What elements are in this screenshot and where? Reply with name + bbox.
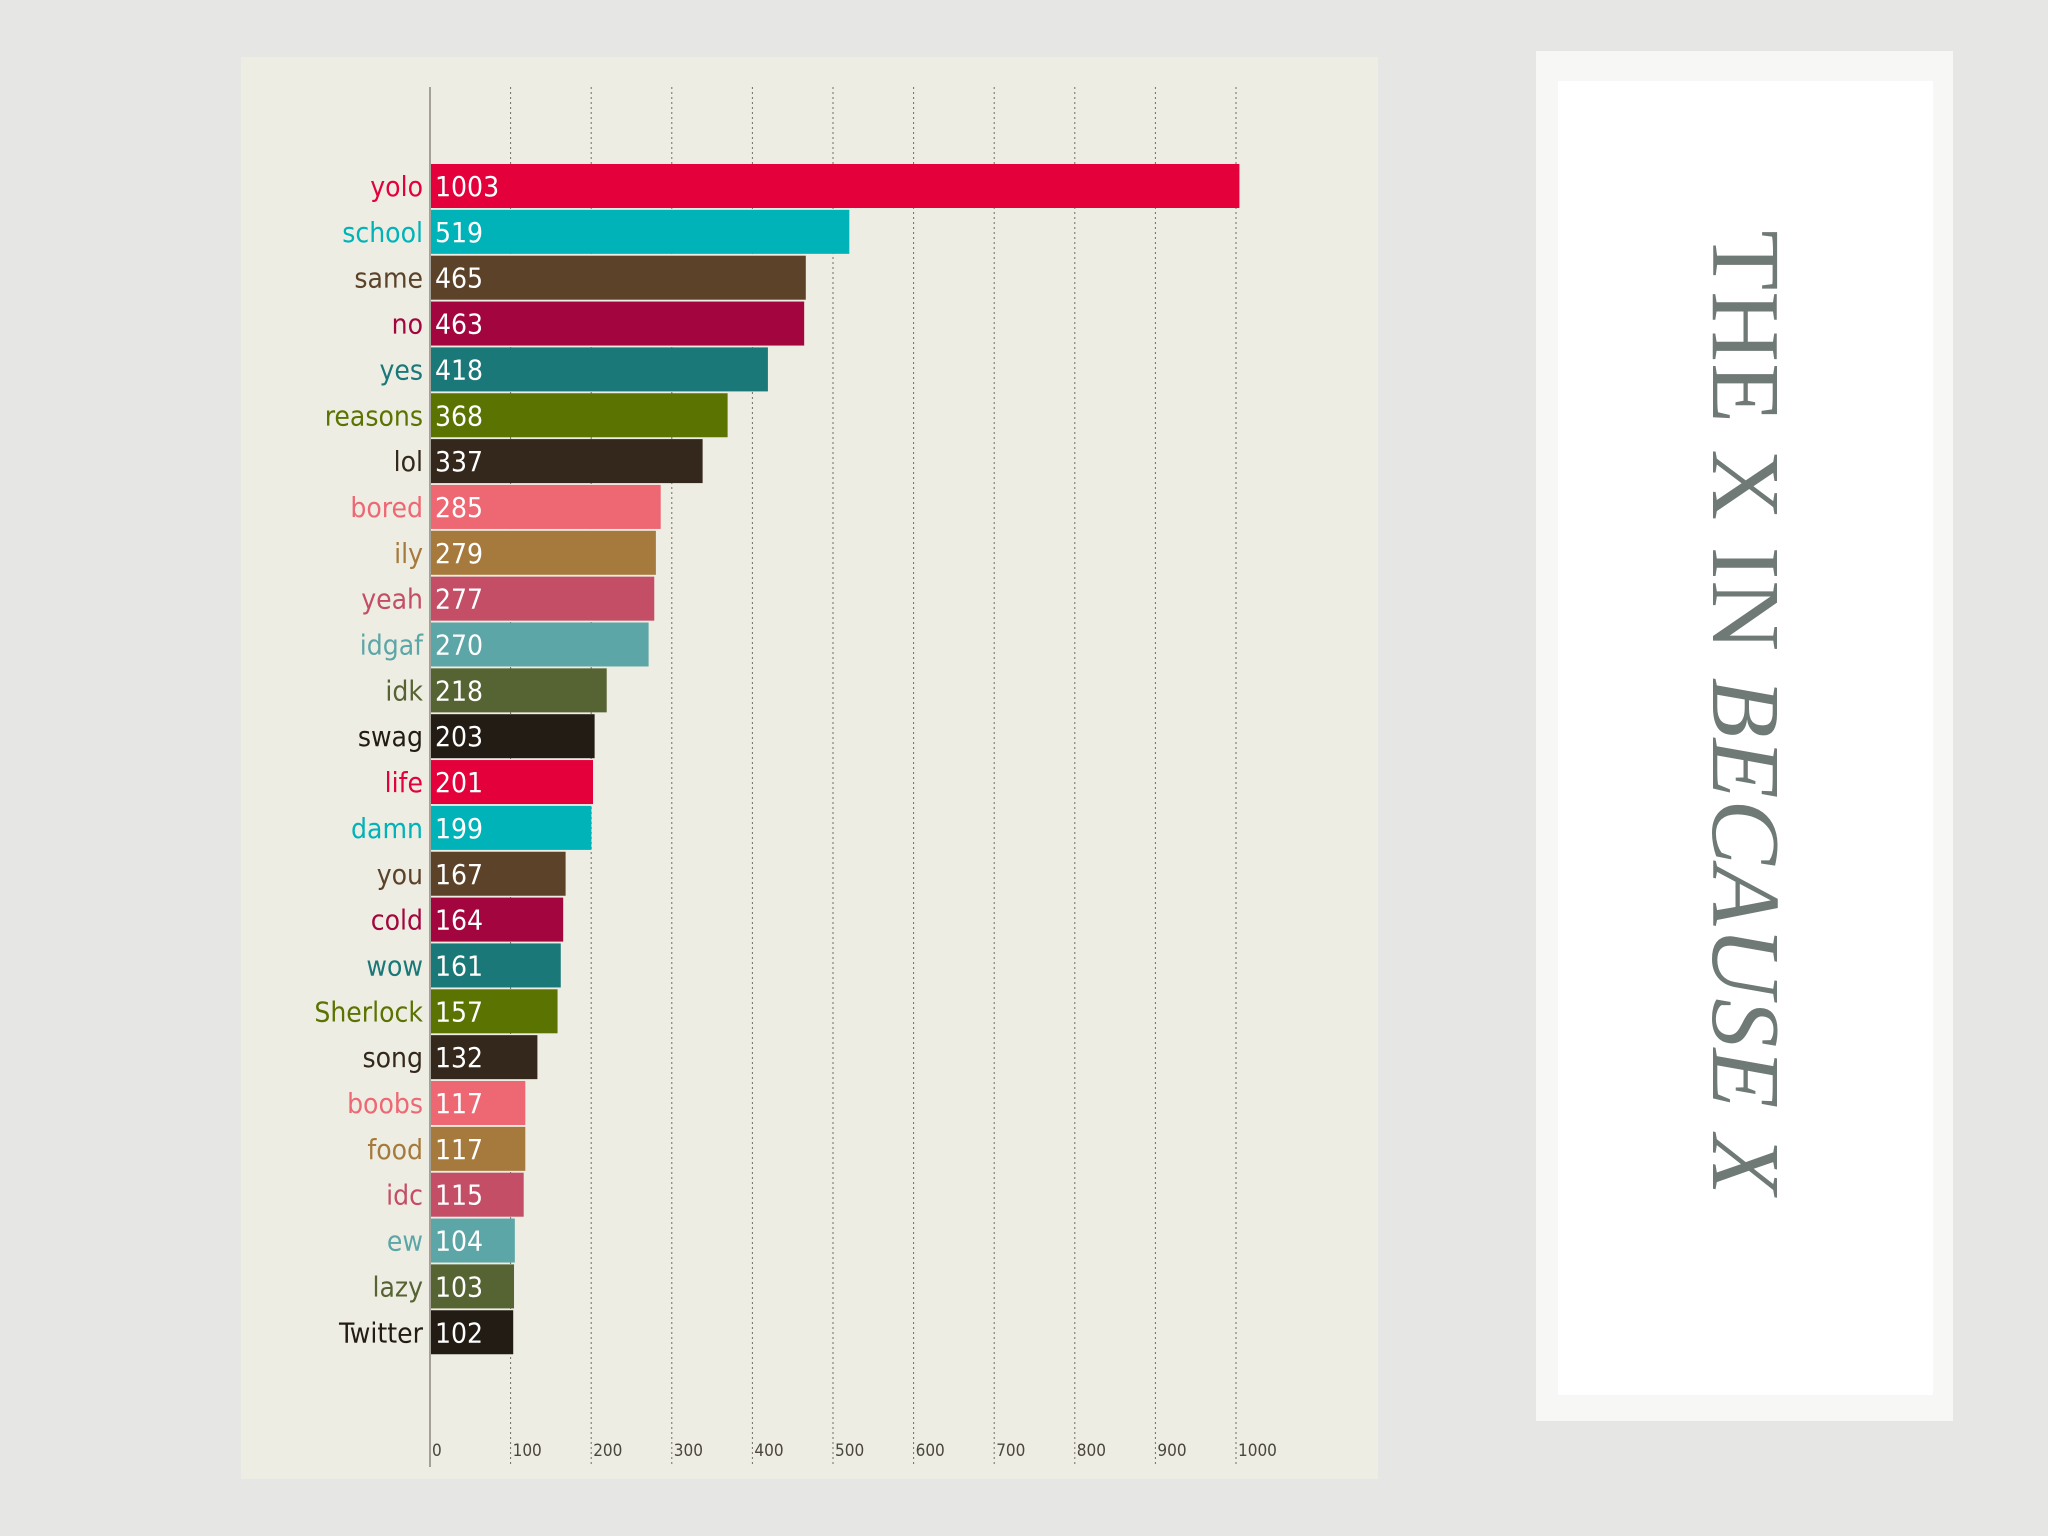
bar-food (431, 1126, 526, 1171)
bar-yolo (431, 164, 1240, 208)
value-label-lazy: 103 (435, 1270, 483, 1303)
category-label-boobs: boobs (347, 1087, 423, 1120)
value-label-life: 201 (435, 766, 483, 799)
value-label-no: 463 (435, 308, 483, 341)
bar-swag (431, 714, 595, 759)
slide-title: THE X IN BECAUSE X (1689, 230, 1801, 1195)
value-label-song: 132 (435, 1041, 483, 1074)
bar-cold (431, 897, 564, 942)
category-label-school: school (342, 216, 423, 249)
x-tick-label-600: 600 (916, 1441, 945, 1461)
x-tick-label-300: 300 (674, 1441, 703, 1461)
value-label-idgaf: 270 (435, 629, 483, 662)
value-label-you: 167 (435, 858, 483, 891)
category-label-idk: idk (385, 674, 423, 707)
bar-ew (431, 1218, 515, 1263)
chart-panel: yolo 1003 school 519 same 465 no 463 yes 418 reaso… (241, 57, 1378, 1479)
value-label-Sherlock: 157 (435, 995, 483, 1028)
category-label-Twitter: Twitter (338, 1316, 424, 1349)
category-label-food: food (367, 1133, 423, 1166)
category-label-Sherlock: Sherlock (314, 995, 423, 1028)
value-label-idk: 218 (435, 674, 483, 707)
slide-title-part1: THE X IN (1691, 230, 1799, 678)
bars-layer: yolo 1003 school 519 same 465 no 463 yes 418 reaso… (314, 164, 1240, 1355)
category-label-ew: ew (387, 1225, 423, 1258)
bar-boobs (431, 1081, 526, 1125)
category-label-life: life (385, 766, 423, 799)
bar-life (431, 760, 594, 805)
x-tick-label-400: 400 (754, 1441, 783, 1461)
bar-no (431, 301, 805, 346)
x-tick-label-100: 100 (513, 1441, 542, 1461)
category-label-same: same (354, 262, 423, 295)
category-label-lazy: lazy (372, 1270, 423, 1303)
category-label-ily: ily (394, 537, 423, 570)
bar-bored (431, 484, 661, 529)
category-label-reasons: reasons (325, 399, 423, 432)
title-card: THE X IN BECAUSE X (1536, 51, 1953, 1421)
bar-yes (431, 347, 768, 392)
value-label-food: 117 (435, 1133, 483, 1166)
slide-title-part2: BECAUSE X (1691, 677, 1799, 1196)
value-label-idc: 115 (435, 1179, 483, 1212)
value-label-ew: 104 (435, 1225, 483, 1258)
category-label-cold: cold (371, 904, 423, 937)
x-tick-label-1000: 1000 (1238, 1441, 1277, 1461)
value-label-cold: 164 (435, 904, 483, 937)
bar-school (431, 209, 850, 254)
value-label-ily: 279 (435, 537, 483, 570)
value-label-swag: 203 (435, 720, 483, 753)
bar-Sherlock (431, 989, 558, 1034)
x-tick-label-500: 500 (835, 1441, 864, 1461)
x-axis-ticks: 0 100 200 300 400 500 600 700 800 900 1000 (432, 1441, 1277, 1461)
x-tick-label-800: 800 (1077, 1441, 1106, 1461)
bar-chart: yolo 1003 school 519 same 465 no 463 yes 418 reaso… (314, 87, 1277, 1467)
value-label-lol: 337 (435, 445, 483, 478)
value-label-Twitter: 102 (435, 1316, 483, 1349)
value-label-boobs: 117 (435, 1087, 483, 1120)
bar-lol (431, 439, 703, 484)
bar-lazy (431, 1264, 515, 1309)
bar-yeah (431, 576, 655, 621)
bar-idc (431, 1172, 524, 1217)
bar-same (431, 255, 806, 300)
category-label-bored: bored (350, 491, 423, 524)
value-label-same: 465 (435, 262, 483, 295)
bar-damn (431, 805, 592, 850)
bar-you (431, 851, 566, 896)
value-label-school: 519 (435, 216, 483, 249)
category-label-yolo: yolo (370, 170, 423, 203)
value-label-bored: 285 (435, 491, 483, 524)
value-label-damn: 199 (435, 812, 483, 845)
category-label-wow: wow (366, 949, 423, 982)
x-tick-label-700: 700 (996, 1441, 1025, 1461)
category-label-yeah: yeah (361, 583, 423, 616)
category-label-no: no (392, 308, 423, 341)
category-label-song: song (363, 1041, 424, 1074)
bar-ily (431, 530, 656, 575)
category-label-yes: yes (379, 353, 423, 386)
value-label-yeah: 277 (435, 583, 483, 616)
x-tick-label-200: 200 (593, 1441, 622, 1461)
x-tick-label-900: 900 (1157, 1441, 1186, 1461)
x-tick-label-0: 0 (432, 1441, 442, 1461)
bar-idk (431, 668, 607, 713)
category-label-lol: lol (394, 445, 423, 478)
value-label-yolo: 1003 (435, 170, 499, 203)
value-label-wow: 161 (435, 949, 483, 982)
bar-song (431, 1035, 538, 1080)
bar-reasons (431, 393, 728, 438)
value-label-yes: 418 (435, 353, 483, 386)
title-card-inner: THE X IN BECAUSE X (1558, 81, 1933, 1395)
category-label-idc: idc (386, 1179, 423, 1212)
category-label-idgaf: idgaf (360, 629, 424, 662)
bar-wow (431, 943, 561, 988)
category-label-you: you (377, 858, 423, 891)
bar-idgaf (431, 622, 649, 667)
bar-Twitter (431, 1310, 514, 1355)
category-label-swag: swag (358, 720, 423, 753)
value-label-reasons: 368 (435, 399, 483, 432)
category-label-damn: damn (351, 812, 423, 845)
